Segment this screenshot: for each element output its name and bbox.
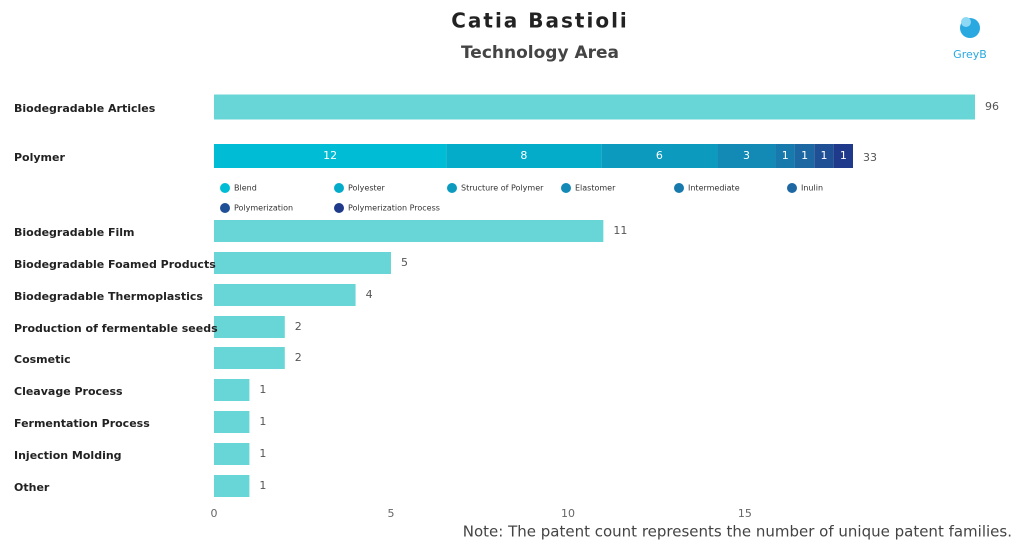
legend-label: Polymerization bbox=[234, 204, 293, 213]
chart-title: Catia Bastioli bbox=[451, 9, 629, 33]
legend-label: Structure of Polymer bbox=[461, 184, 544, 193]
category-label: Cosmetic bbox=[14, 353, 71, 366]
segment-label: 6 bbox=[656, 149, 663, 162]
segment-label: 8 bbox=[520, 149, 527, 162]
value-label: 1 bbox=[259, 383, 266, 396]
category-label: Production of fermentable seeds bbox=[14, 322, 218, 335]
value-label: 11 bbox=[613, 224, 627, 237]
bar-segment bbox=[717, 144, 776, 168]
legend-label: Polyester bbox=[348, 184, 386, 193]
legend-marker bbox=[220, 203, 230, 213]
segment-label: 1 bbox=[782, 149, 789, 162]
value-label: 2 bbox=[295, 320, 302, 333]
category-label: Biodegradable Articles bbox=[14, 102, 156, 115]
logo: GreyB bbox=[953, 17, 987, 61]
legend-label: Polymerization Process bbox=[348, 204, 440, 213]
category-label: Polymer bbox=[14, 151, 65, 164]
bar-segment bbox=[775, 144, 795, 168]
bar-segment bbox=[814, 144, 834, 168]
x-tick-label: 10 bbox=[561, 507, 575, 520]
value-label: 1 bbox=[259, 479, 266, 492]
category-label: Injection Molding bbox=[14, 449, 122, 462]
value-label: 5 bbox=[401, 256, 408, 269]
segment-label: 1 bbox=[801, 149, 808, 162]
category-label: Other bbox=[14, 481, 50, 494]
bar-segment bbox=[601, 144, 718, 168]
legend-label: Intermediate bbox=[688, 184, 740, 193]
category-label: Biodegradable Foamed Products bbox=[14, 258, 216, 271]
bar bbox=[214, 347, 285, 369]
segment-label: 1 bbox=[840, 149, 847, 162]
legend-marker bbox=[334, 183, 344, 193]
value-label: 96 bbox=[985, 100, 999, 113]
x-tick-label: 0 bbox=[211, 507, 218, 520]
bar bbox=[214, 316, 285, 338]
bar bbox=[214, 475, 250, 497]
legend-marker bbox=[334, 203, 344, 213]
value-label: 4 bbox=[366, 288, 373, 301]
legend-marker bbox=[220, 183, 230, 193]
legend-label: Inulin bbox=[801, 184, 823, 193]
chart-subtitle: Technology Area bbox=[461, 43, 619, 63]
bar bbox=[214, 443, 250, 465]
bar-segment bbox=[446, 144, 602, 168]
legend-marker bbox=[447, 183, 457, 193]
value-label: 2 bbox=[295, 351, 302, 364]
bar bbox=[214, 94, 975, 120]
plot-area bbox=[214, 94, 975, 497]
x-tick-label: 5 bbox=[387, 507, 394, 520]
bar-segment bbox=[214, 144, 447, 168]
x-tick-label: 15 bbox=[738, 507, 752, 520]
bar bbox=[214, 252, 391, 274]
category-label: Cleavage Process bbox=[14, 385, 123, 398]
bar-segment bbox=[833, 144, 853, 168]
legend-label: Blend bbox=[234, 184, 257, 193]
bar bbox=[214, 379, 250, 401]
value-label: 1 bbox=[259, 415, 266, 428]
note: Note: The patent count represents the nu… bbox=[463, 523, 1012, 541]
value-label: 1 bbox=[259, 447, 266, 460]
logo-text: GreyB bbox=[953, 48, 987, 61]
bar bbox=[214, 220, 604, 242]
bar bbox=[214, 411, 250, 433]
legend-marker bbox=[787, 183, 797, 193]
value-label: 33 bbox=[863, 151, 877, 164]
category-label: Biodegradable Thermoplastics bbox=[14, 290, 203, 303]
legend-label: Elastomer bbox=[575, 184, 616, 193]
segment-label: 3 bbox=[743, 149, 750, 162]
bar bbox=[214, 284, 356, 306]
bar-segment bbox=[794, 144, 815, 168]
segment-label: 12 bbox=[323, 149, 337, 162]
segment-label: 1 bbox=[820, 149, 827, 162]
legend-marker bbox=[561, 183, 571, 193]
legend-marker bbox=[674, 183, 684, 193]
category-label: Fermentation Process bbox=[14, 417, 150, 430]
category-label: Biodegradable Film bbox=[14, 226, 135, 239]
